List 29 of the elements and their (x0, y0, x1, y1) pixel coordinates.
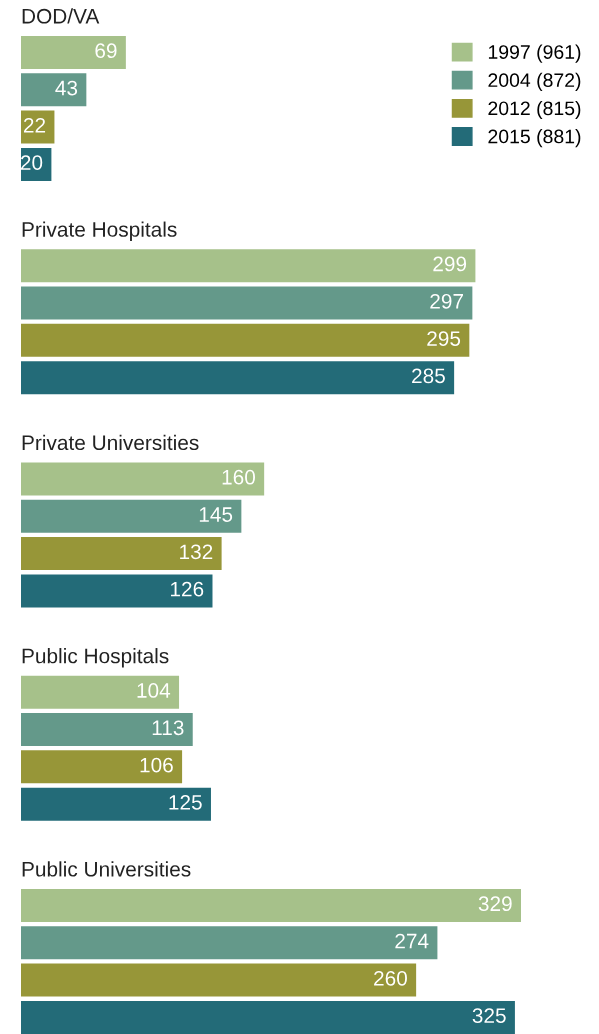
data-label: 43 (55, 80, 78, 96)
data-label: 285 (412, 368, 445, 384)
data-label: 69 (95, 43, 117, 59)
y-tick-label: Public Universities (22, 861, 191, 877)
y-tick-label: Public Hospitals (22, 648, 169, 668)
data-label: 22 (23, 117, 46, 133)
data-label: 295 (427, 331, 461, 346)
y-tick-label: Private Universities (22, 434, 199, 451)
legend-label: 2012 (815) (488, 100, 581, 120)
data-label: 132 (180, 544, 213, 560)
data-label: 145 (199, 507, 233, 522)
data-label: 113 (152, 720, 184, 736)
data-label: 297 (430, 293, 463, 309)
data-label: 329 (478, 896, 512, 912)
legend-label: 1997 (961) (488, 44, 581, 63)
y-tick-label: Private Hospitals (22, 221, 177, 241)
data-label: 126 (170, 581, 204, 597)
legend-label: 2015 (881) (488, 129, 581, 148)
data-label: 299 (433, 256, 467, 272)
data-label: 274 (395, 933, 429, 949)
data-label: 20 (20, 155, 43, 170)
data-label: 125 (169, 794, 202, 810)
data-label: 106 (140, 757, 173, 773)
y-tick-label: DOD/VA (22, 8, 100, 24)
legend-label: 2004 (872) (488, 72, 581, 91)
data-label: 160 (222, 469, 256, 485)
data-label: 325 (472, 1008, 506, 1023)
data-label: 260 (374, 970, 407, 986)
data-label: 104 (137, 683, 171, 698)
